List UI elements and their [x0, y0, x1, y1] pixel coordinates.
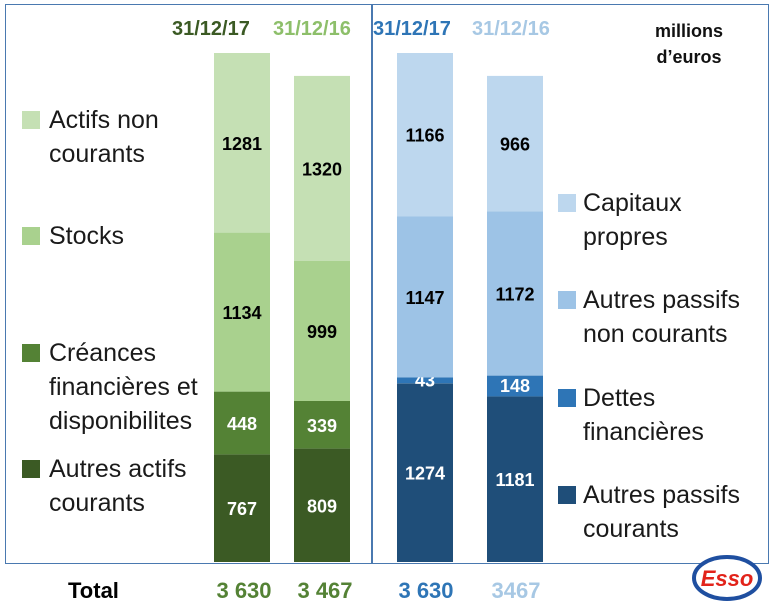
bar-segment-actif-1-3 [294, 75, 350, 262]
data-label-passif-0-0: 1274 [405, 464, 445, 484]
data-label-passif-0-3: 1166 [405, 126, 444, 146]
legend-label: Autres passifs non courants [583, 286, 741, 348]
data-label-passif-1-3: 966 [500, 135, 530, 155]
logo-text: Esso [701, 566, 754, 591]
data-label-passif-1-2: 1172 [495, 285, 534, 305]
data-label-actif-0-1: 448 [227, 414, 257, 434]
total-passif-2016: 3467 [491, 578, 541, 603]
esso-logo-mark: Esso [692, 555, 762, 601]
legend-label: Capitaux propres [583, 189, 682, 251]
bar-segment-passif-0-1 [397, 377, 453, 384]
bar-segment-actif-0-0 [214, 454, 270, 562]
data-label-actif-0-0: 767 [227, 499, 257, 519]
legend-swatch [22, 227, 40, 245]
bar-segment-actif-0-2 [214, 232, 270, 392]
legend-swatch [558, 194, 576, 212]
total-actif-2016: 3 467 [297, 578, 353, 603]
bar-segment-passif-0-0 [397, 383, 453, 562]
data-label-passif-0-2: 1147 [405, 288, 444, 308]
legend-swatch [558, 486, 576, 504]
legend-label: Créances financières et disponibilites [49, 339, 198, 435]
bar-segment-passif-1-3 [487, 75, 543, 212]
legend-swatch [22, 460, 40, 478]
bar-segment-actif-1-1 [294, 401, 350, 449]
column-header-passif-2017: 31/12/17 [373, 18, 451, 40]
bar-segment-passif-0-3 [397, 53, 453, 217]
legend-swatch [558, 389, 576, 407]
bar-segment-passif-1-1 [487, 375, 543, 397]
data-label-actif-0-3: 1281 [222, 134, 262, 154]
column-header-actif-2017: 31/12/17 [172, 18, 250, 40]
column-header-actif-2016: 31/12/16 [273, 18, 351, 40]
total-label: Total [68, 578, 119, 603]
bar-segment-passif-0-2 [397, 216, 453, 378]
data-label-actif-1-3: 1320 [302, 159, 342, 179]
data-label-passif-1-0: 1181 [495, 470, 534, 490]
data-label-actif-1-2: 999 [307, 322, 337, 342]
data-label-actif-1-0: 809 [307, 496, 337, 516]
legend-label: Autres passifs courants [583, 481, 741, 543]
panel-divider [371, 4, 373, 564]
legend-label: Actifs non courants [49, 106, 159, 168]
total-actif-2017: 3 630 [216, 578, 272, 603]
bar-segment-passif-1-2 [487, 211, 543, 376]
legend-swatch [558, 291, 576, 309]
legend-label: Stocks [49, 222, 125, 250]
chart-frame [5, 4, 769, 564]
column-header-passif-2016: 31/12/16 [472, 18, 550, 40]
legend-swatch [22, 111, 40, 129]
bar-segment-actif-0-1 [214, 391, 270, 455]
bar-segment-actif-1-0 [294, 448, 350, 562]
unit-label: millions d’euros [654, 21, 723, 67]
legend-label: Dettes financières [583, 384, 704, 446]
bar-segment-actif-1-2 [294, 260, 350, 401]
legend-swatch [22, 344, 40, 362]
data-label-passif-1-1: 148 [500, 376, 530, 396]
total-passif-2017: 3 630 [398, 578, 454, 603]
bar-segment-passif-1-0 [487, 396, 543, 562]
bar-segment-actif-0-3 [214, 53, 270, 233]
data-label-actif-1-1: 339 [307, 416, 337, 436]
data-label-actif-0-2: 1134 [222, 303, 261, 323]
esso-logo: Esso [692, 554, 762, 607]
legend-label: Autres actifs courants [49, 455, 187, 517]
